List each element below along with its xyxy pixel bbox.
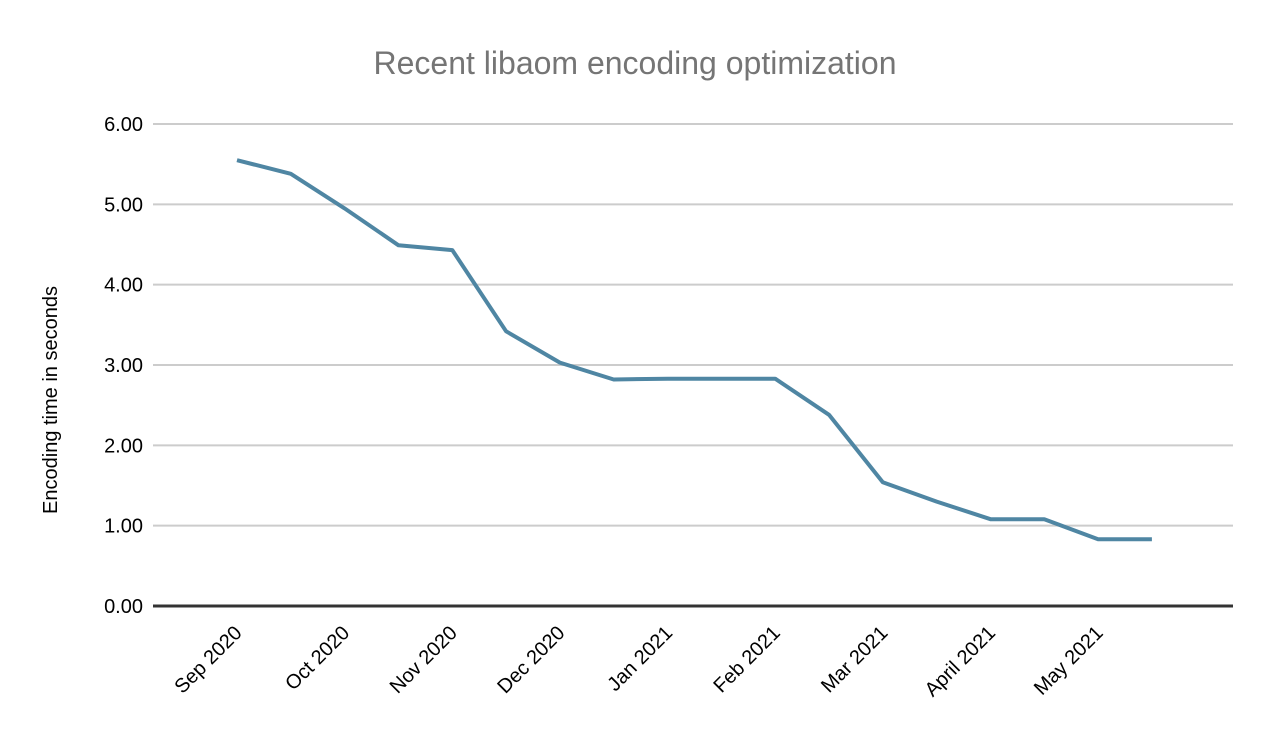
x-tick-label: Dec 2020: [493, 622, 569, 698]
y-tick-label: 2.00: [104, 435, 143, 457]
x-tick-label: Nov 2020: [386, 622, 462, 698]
x-tick-label: April 2021: [921, 622, 1000, 701]
y-tick-label: 5.00: [104, 194, 143, 216]
x-tick-label: Sep 2020: [170, 622, 246, 698]
y-tick-label: 6.00: [104, 114, 143, 136]
x-tick-label: Oct 2020: [281, 622, 354, 695]
y-tick-label: 0.00: [104, 596, 143, 618]
series-line-encoding-time: [236, 158, 1152, 542]
y-tick-label: 1.00: [104, 516, 143, 538]
x-tick-label: Feb 2021: [709, 622, 784, 697]
y-axis-title: Encoding time in seconds: [40, 286, 62, 514]
y-tick-label: 3.00: [104, 355, 143, 377]
x-tick-label: Mar 2021: [817, 622, 892, 697]
x-tick-label: May 2021: [1030, 622, 1108, 700]
chart-title: Recent libaom encoding optimization: [373, 45, 897, 81]
y-tick-label: 4.00: [104, 275, 143, 297]
x-tick-label: Jan 2021: [603, 622, 677, 696]
